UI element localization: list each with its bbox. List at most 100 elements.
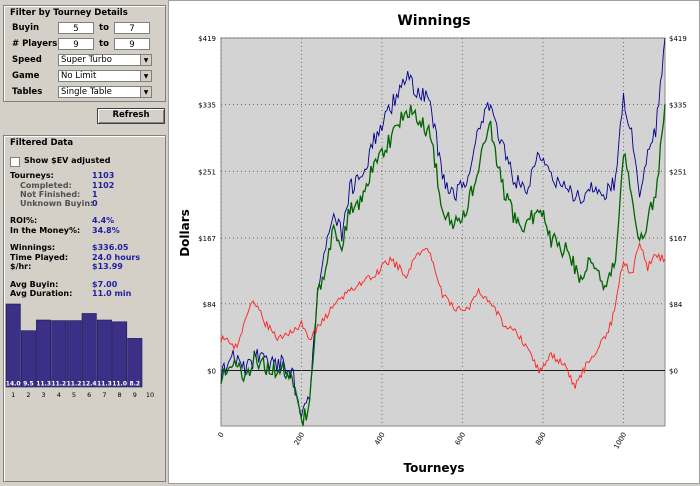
stat-value: 34.8% [92,226,120,235]
stat-label: In the Money%: [10,226,81,235]
series-line [220,241,666,389]
y-tick-label-right: $167 [669,235,687,243]
tables-value: Single Table [61,87,112,97]
x-tick-label: 200 [293,431,307,447]
refresh-button[interactable]: Refresh [97,108,165,124]
y-tick-label-right: $84 [669,301,683,309]
y-tick-label-right: $419 [669,35,687,43]
plot-area [220,37,666,427]
x-tick-label: 1000 [612,431,628,450]
histogram-bar [36,319,52,388]
grid-lines [220,37,665,426]
stat-row: Tourneys: 1103 [0,171,165,180]
histogram-bar-label: 11.2 [67,381,82,388]
histogram-bar-label: 11.3 [36,381,51,388]
buyin-to-input[interactable]: 7 [114,22,150,34]
stat-label: Avg Buyin: [10,280,59,289]
players-from-input[interactable]: 9 [58,38,94,50]
stat-row: $/hr: $13.99 [0,262,165,271]
stat-value: $336.05 [92,243,129,252]
speed-row: Speed Super Turbo ▼ [12,53,152,67]
histogram-position-label: 5 [72,391,76,399]
y-tick-label: $251 [198,168,216,176]
y-tick-label: $419 [198,35,216,43]
stat-row: Winnings: $336.05 [0,243,165,252]
histogram-position-label: 3 [42,391,46,399]
chart-title: Winnings [397,13,470,29]
stat-row: Avg Duration: 11.0 min [0,289,165,298]
series-line [220,37,666,418]
histogram-bar-label: 12.4 [82,381,97,388]
speed-value: Super Turbo [61,55,112,65]
chart-panel: Winnings Tourneys Dollars $0 $0 $84 $84 $167… [168,0,700,484]
tables-select[interactable]: Single Table ▼ [58,86,152,98]
histogram-position-label: 2 [26,391,30,399]
stat-row: In the Money%: 34.8% [0,226,165,235]
series-line [220,103,666,426]
filter-title: Filter by Tourney Details [10,8,128,18]
players-to-input[interactable]: 9 [114,38,150,50]
stat-label: Tourneys: [10,171,54,180]
stat-label: Unknown Buyin: [20,199,94,208]
show-ev-label: Show $EV adjusted [24,156,111,165]
stat-value: 24.0 hours [92,253,141,262]
stat-value: 1 [92,190,98,199]
stat-value: $13.99 [92,262,123,271]
x-tick-label: 0 [217,431,226,439]
buyin-to-label: to [99,23,109,33]
buyin-from-input[interactable]: 5 [58,22,94,34]
tables-row: Tables Single Table ▼ [12,85,152,99]
players-to-label: to [99,39,109,49]
y-axis-label: Dollars [178,209,192,257]
stat-value: 4.4% [92,216,115,225]
chevron-down-icon[interactable]: ▼ [140,55,151,65]
y-tick-label: $335 [198,102,216,110]
histogram-bar [66,320,82,388]
filtered-data-group: Filtered Data [3,135,166,482]
stat-row: ROI%: 4.4% [0,216,165,225]
show-ev-checkbox[interactable] [10,157,20,167]
filtered-data-title: Filtered Data [10,138,74,148]
histogram-bar [112,321,128,388]
histogram-position-label: 9 [133,391,137,399]
stat-label: Completed: [20,181,72,190]
stat-label: Winnings: [10,243,56,252]
histogram-bar-label: 14.0 [6,381,21,388]
left-panel: Filter by Tourney Details Buyin 5 to 7 #… [0,0,168,484]
chevron-down-icon[interactable]: ▼ [140,87,151,97]
histogram-bar-label: 8.2 [129,381,140,388]
histogram-position-label: 7 [102,391,106,399]
chevron-down-icon[interactable]: ▼ [140,71,151,81]
x-tick-label: 800 [534,431,548,447]
stat-label: Time Played: [10,253,69,262]
histogram-bar-label: 11.0 [112,381,127,388]
stat-row: Time Played: 24.0 hours [0,253,165,262]
stat-value: 11.0 min [92,289,132,298]
x-axis-label: Tourneys [404,461,465,475]
histogram-bar [51,320,67,388]
histogram-position-label: 10 [146,391,154,399]
players-row: # Players 9 to 9 [12,37,150,51]
y-tick-label: $0 [207,367,216,375]
histogram-bar [20,330,36,388]
filter-group: Filter by Tourney Details Buyin 5 to 7 #… [3,5,166,102]
players-label: # Players [12,39,58,49]
y-tick-label: $84 [203,301,217,309]
histogram-bar-label: 11.3 [97,381,112,388]
game-select[interactable]: No Limit ▼ [58,70,152,82]
speed-select[interactable]: Super Turbo ▼ [58,54,152,66]
stat-label: Not Finished: [20,190,81,199]
histogram-bar [81,313,97,388]
stat-label: $/hr: [10,262,32,271]
game-value: No Limit [61,71,97,81]
histogram-position-label: 4 [57,391,61,399]
y-tick-label-right: $251 [669,168,687,176]
y-tick-label-right: $335 [669,102,687,110]
finish-histogram: 14.0 9.5 11.3 11.2 11.2 12.4 11.3 11.0 8.21 2 3 4 5 6… [5,303,154,399]
stat-row: Not Finished: 1 [0,190,165,199]
histogram-position-label: 8 [118,391,122,399]
game-row: Game No Limit ▼ [12,69,152,83]
buyin-row: Buyin 5 to 7 [12,21,150,35]
x-tick-label: 600 [454,431,468,447]
